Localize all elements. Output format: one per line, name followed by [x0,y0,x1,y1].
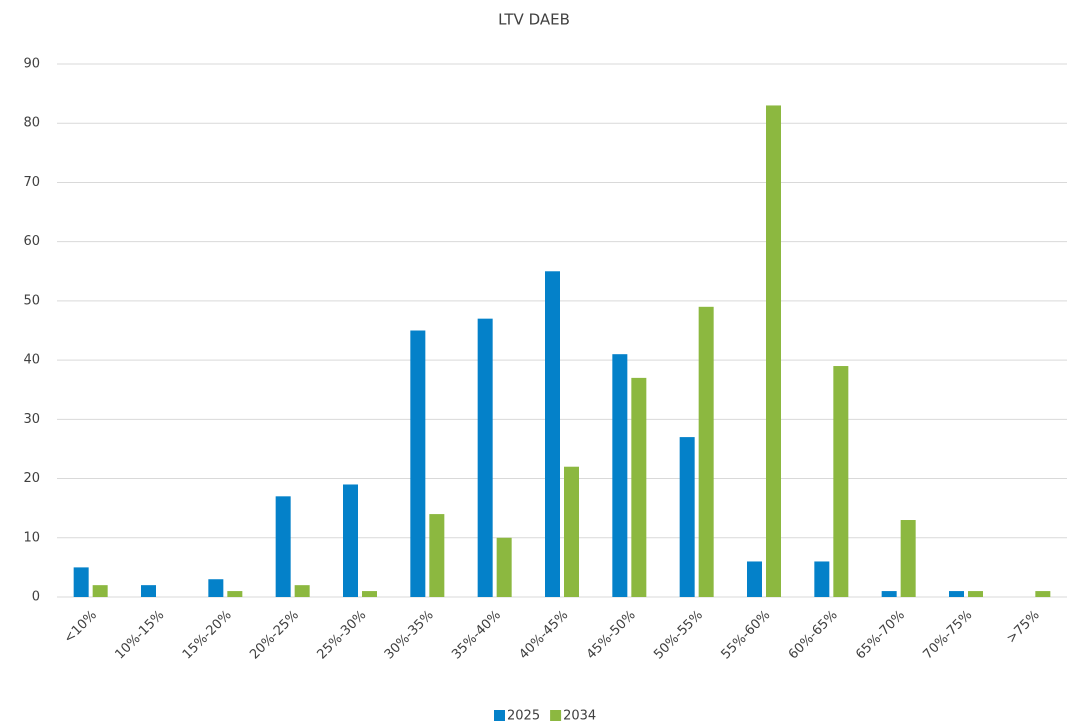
chart-title: LTV DAEB [498,11,570,29]
x-tick-label: 25%-30% [315,608,370,663]
bar [73,567,89,597]
x-tick-label: 30%-35% [382,608,437,663]
bar [496,537,512,597]
bar [362,591,377,597]
x-tick-label: 15%-20% [180,608,235,663]
x-tick-label: 55%-60% [719,608,774,663]
y-tick-label: 20 [23,471,40,486]
x-tick-label: 50%-55% [651,608,706,663]
bar [343,484,358,597]
y-tick-label: 80 [23,116,40,131]
legend-label: 2034 [563,709,596,724]
bar [881,591,897,597]
y-tick-label: 40 [23,353,40,368]
bar [410,330,426,597]
y-tick-label: 10 [23,530,40,545]
bar [814,561,830,597]
bar [92,585,108,597]
bar [833,366,849,597]
bar [968,591,983,597]
bar [747,561,762,597]
y-tick-label: 60 [23,234,40,249]
x-tick-label: 40%-45% [517,608,572,663]
y-tick-label: 50 [23,293,40,308]
x-tick-label: 70%-75% [921,608,976,663]
x-tick-label: <10% [61,608,100,647]
bar [429,514,445,597]
bar [1035,591,1051,597]
x-tick-label: 65%-70% [853,608,908,663]
y-tick-label: 90 [23,57,40,72]
y-tick-label: 30 [23,412,40,427]
legend-label: 2025 [507,709,540,724]
y-tick-label: 0 [32,590,40,605]
bar [631,377,647,597]
bar [208,579,224,597]
bar [900,520,916,597]
bar [294,585,310,597]
bar [698,306,714,597]
bar [545,271,560,597]
x-tick-label: 35%-40% [449,608,504,663]
x-tick-label: >75% [1004,608,1043,647]
y-tick-label: 70 [23,175,40,190]
bar [477,318,493,597]
bar [275,496,291,597]
bar [612,354,628,597]
bar [564,466,579,597]
x-tick-label: 20%-25% [247,608,302,663]
bar [949,591,964,597]
x-tick-label: 45%-50% [584,608,639,663]
bar [679,437,695,597]
bar [766,105,781,597]
legend-swatch [550,710,562,721]
bar [141,585,156,597]
x-tick-label: 60%-65% [786,608,841,663]
x-tick-label: 10%-15% [113,608,168,663]
bar [227,591,243,597]
legend-swatch [494,710,505,721]
